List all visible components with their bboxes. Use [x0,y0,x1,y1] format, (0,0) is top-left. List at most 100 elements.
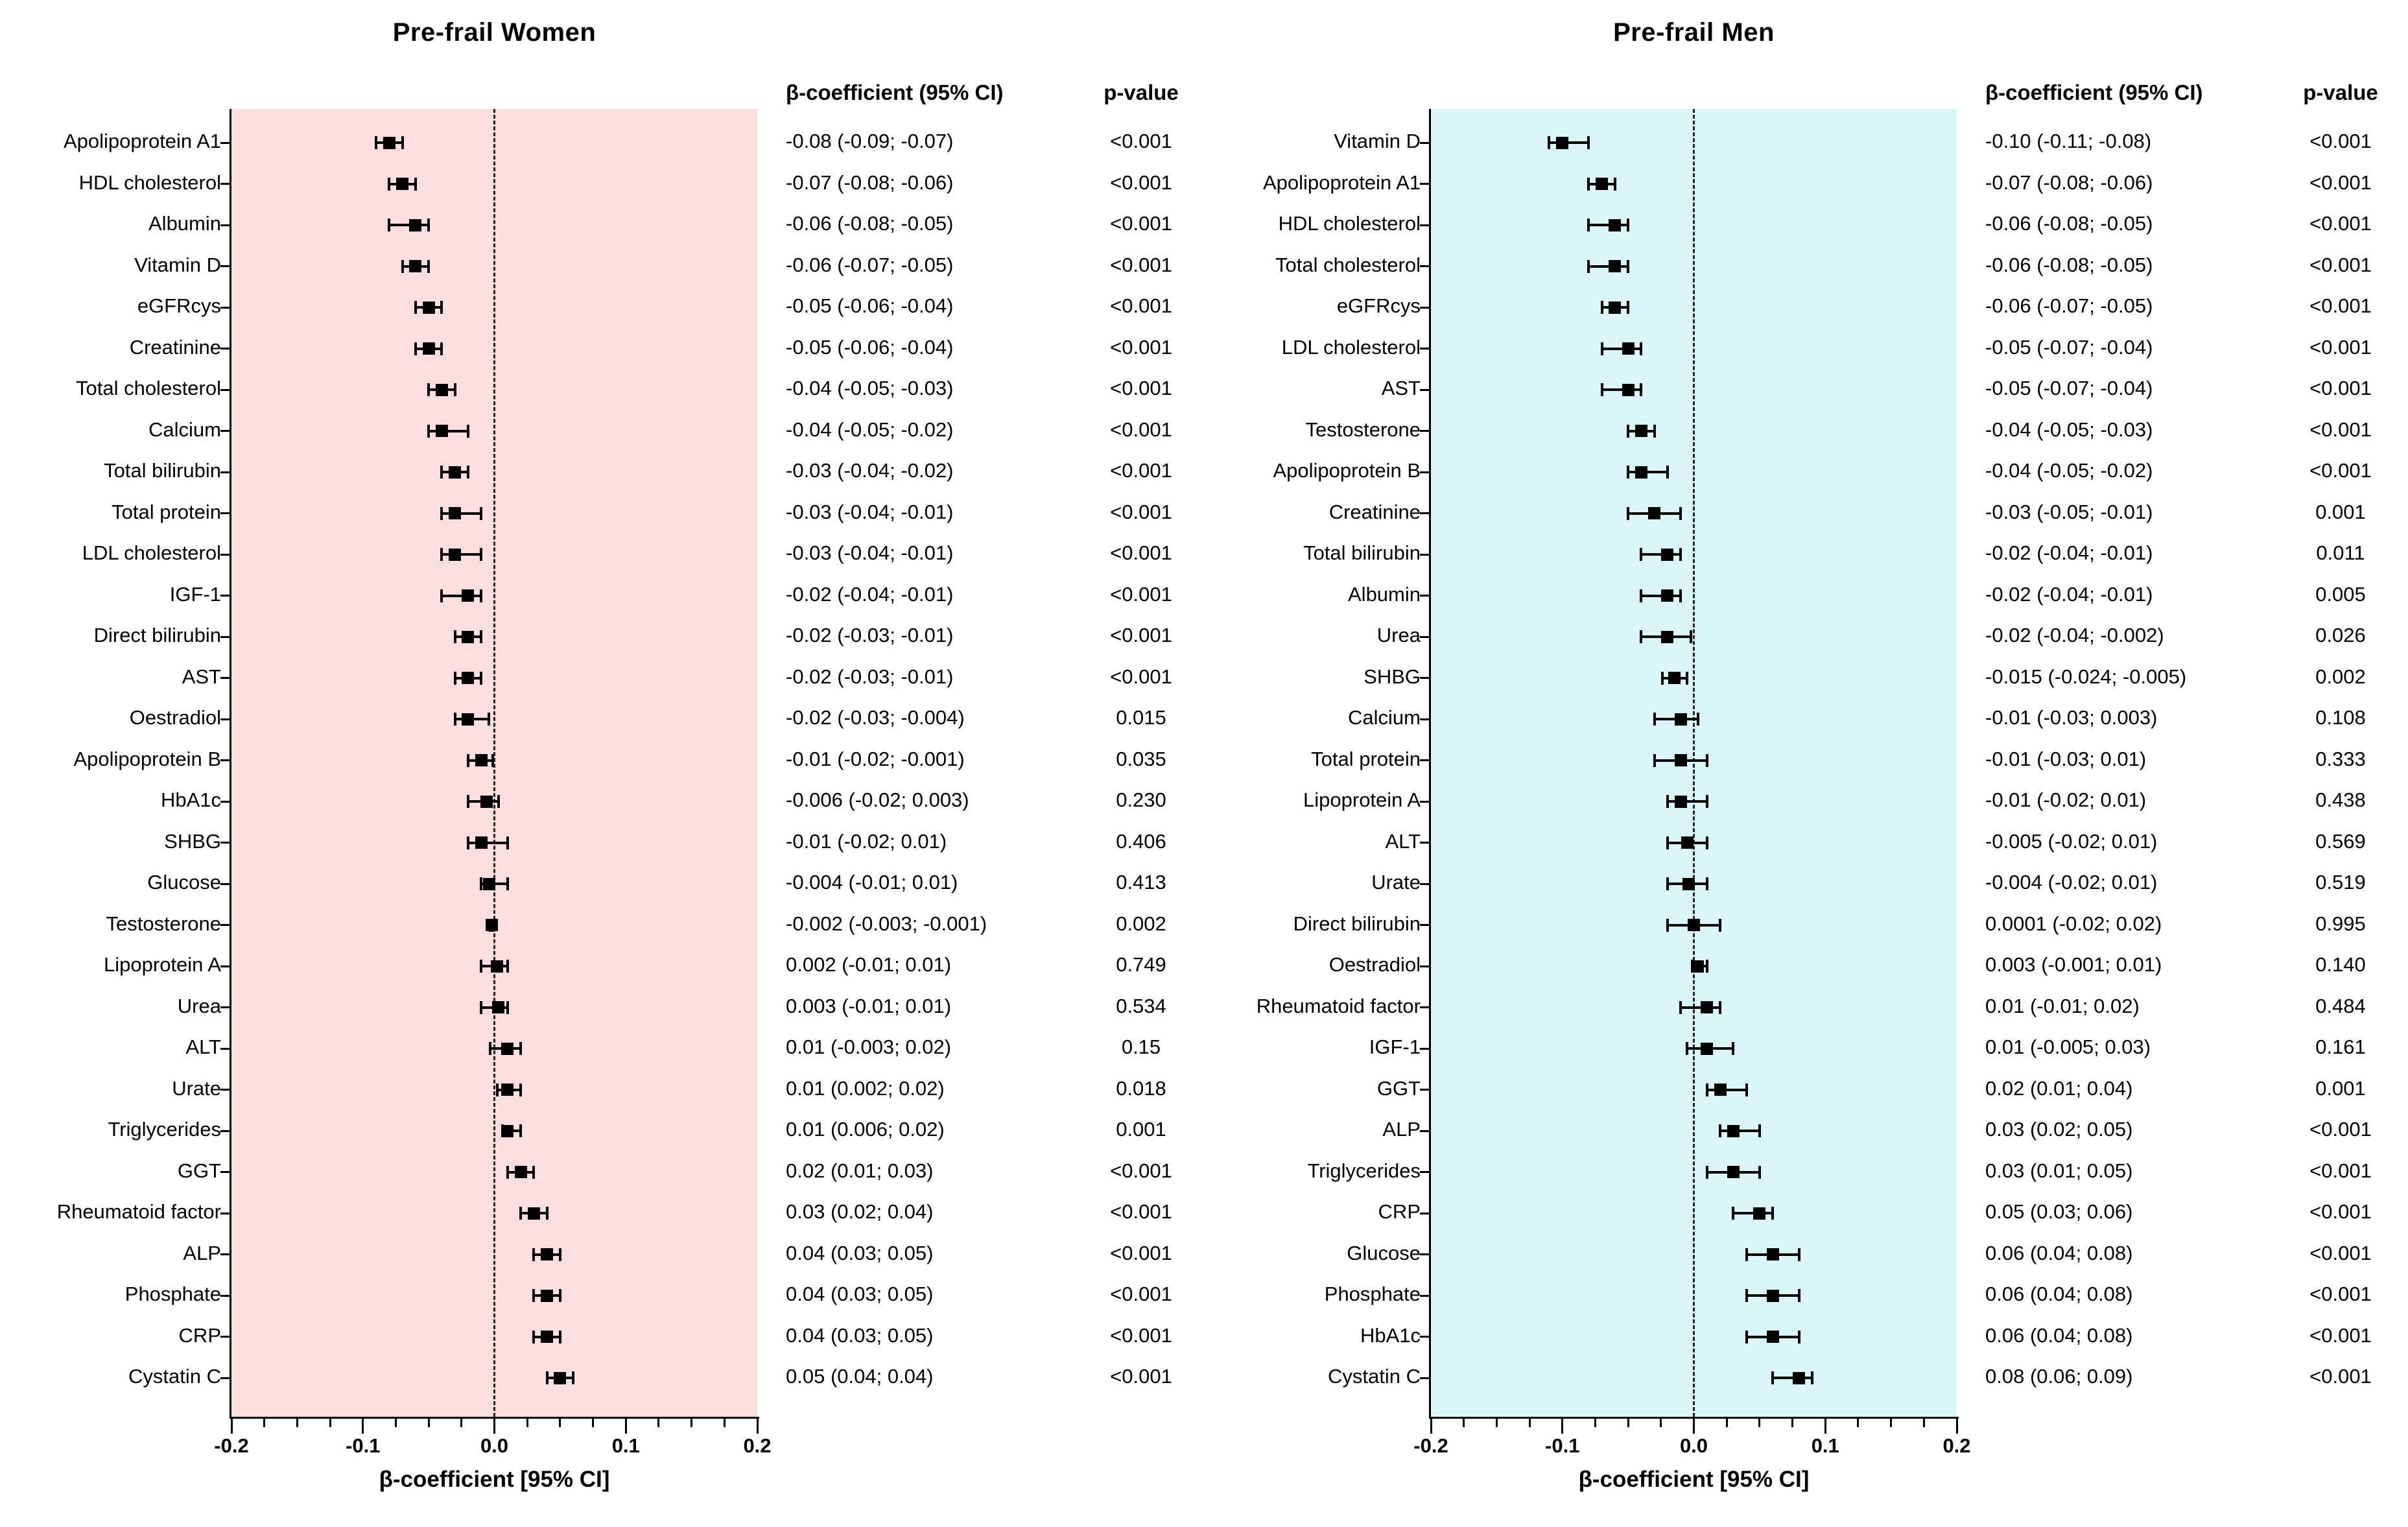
ci-cap-left [375,136,378,149]
x-axis-minor-tick [1495,1419,1498,1427]
ci-cap-right [466,424,469,438]
row-label: eGFRcys [137,294,221,317]
ci-cap-right [1797,1248,1800,1261]
point-marker [1753,1207,1766,1220]
ci-cap-left [1600,342,1603,355]
y-axis-tick [1420,388,1430,391]
ci-cap-right [506,960,509,973]
p-value-text: 0.140 [2315,953,2366,976]
ci-cap-right [1679,589,1682,602]
beta-ci-text: -0.02 (-0.04; -0.01) [786,582,954,606]
ci-cap-right [440,301,443,314]
ci-cap-right [506,877,509,890]
beta-ci-text: -0.06 (-0.07; -0.05) [1985,294,2153,317]
ci-cap-left [495,1083,499,1096]
point-marker [1609,260,1622,272]
ci-whisker [1720,1130,1760,1132]
point-marker [1648,507,1661,519]
x-axis-minor-tick [296,1419,298,1427]
y-axis-tick [220,1294,230,1297]
p-value-text: 0.15 [1121,1036,1161,1058]
y-axis-tick [1420,677,1430,679]
p-value-text: 0.108 [2315,706,2366,729]
point-marker [501,1042,514,1055]
ci-whisker [442,553,482,556]
point-marker [1668,672,1681,684]
point-marker [501,1124,514,1137]
point-marker [514,1166,527,1178]
row-label: ALP [183,1241,221,1264]
point-marker [1635,466,1647,479]
p-value-text: 0.011 [2316,541,2365,564]
point-marker [1692,960,1705,973]
point-marker [1622,383,1635,396]
row-label: IGF-1 [1369,1036,1421,1058]
row-label: AST [1381,377,1421,399]
row-label: Oestradiol [1328,953,1421,976]
ci-cap-left [1771,1371,1775,1384]
y-axis-tick [220,265,230,267]
point-marker [383,136,395,149]
p-value-text: <0.001 [2309,1283,2372,1305]
x-axis-label: β-coefficient [95% CI] [379,1467,610,1492]
ci-whisker [1588,224,1629,226]
ci-cap-right [1705,753,1708,767]
beta-ci-text: -0.04 (-0.05; -0.03) [1985,418,2153,441]
x-axis-line [230,1417,759,1419]
beta-ci-text: -0.05 (-0.06; -0.04) [786,335,954,359]
row-label: Urea [1376,624,1421,646]
ci-cap-right [1797,1330,1800,1344]
p-value-text: <0.001 [1110,459,1172,482]
ci-cap-left [440,506,443,520]
ci-cap-left [480,960,483,973]
point-marker [492,1001,505,1013]
ci-cap-left [1627,506,1630,520]
point-marker [475,836,488,849]
row-label: Cystatin C [128,1365,221,1388]
p-value-text: 0.438 [2315,788,2366,811]
point-marker [422,342,435,355]
y-axis-tick [1420,1336,1430,1338]
x-axis-minor-tick [657,1419,660,1427]
ci-cap-right [1719,918,1722,932]
y-axis-tick [1420,1377,1430,1379]
ci-cap-left [466,836,469,849]
ci-whisker [1773,1377,1812,1379]
x-axis-minor-tick [723,1419,726,1427]
p-value-column-header: p-value [1104,80,1179,104]
ci-cap-left [480,1000,483,1014]
row-label: Vitamin D [134,253,221,276]
ci-cap-right [1686,671,1689,685]
ci-whisker [1706,1088,1747,1091]
row-label: Glucose [147,871,221,894]
ci-whisker [1641,553,1681,556]
beta-ci-text: -0.004 (-0.02; 0.01) [1985,871,2158,894]
x-axis-minor-tick [1594,1419,1596,1427]
x-axis-minor-tick [1463,1419,1465,1427]
y-axis-tick [220,965,230,967]
y-axis-tick [1420,183,1430,185]
point-marker [1793,1371,1806,1384]
ci-cap-left [532,1330,536,1344]
beta-ci-text: -0.06 (-0.08; -0.05) [786,212,954,235]
x-axis-minor-tick [263,1419,266,1427]
point-marker [541,1331,554,1343]
y-axis-line [230,109,231,1419]
ci-cap-left [1745,1248,1748,1261]
p-value-text: <0.001 [2309,1323,2372,1347]
p-value-text: <0.001 [1110,1241,1172,1264]
beta-ci-text: 0.01 (-0.003; 0.02) [786,1036,952,1058]
p-value-text: <0.001 [2309,418,2372,441]
ci-cap-right [453,383,456,396]
x-axis-major-tick [756,1419,759,1434]
y-axis-tick [220,1212,230,1214]
beta-ci-text: -0.03 (-0.04; -0.01) [786,500,954,523]
x-axis-minor-tick [427,1419,430,1427]
point-marker [1766,1331,1779,1343]
row-label: Creatinine [129,335,221,359]
p-value-text: 0.002 [1116,912,1166,935]
ci-cap-left [532,1289,536,1302]
y-axis-tick [1420,265,1430,267]
ci-cap-right [497,795,500,808]
x-axis-line [1429,1417,1959,1419]
